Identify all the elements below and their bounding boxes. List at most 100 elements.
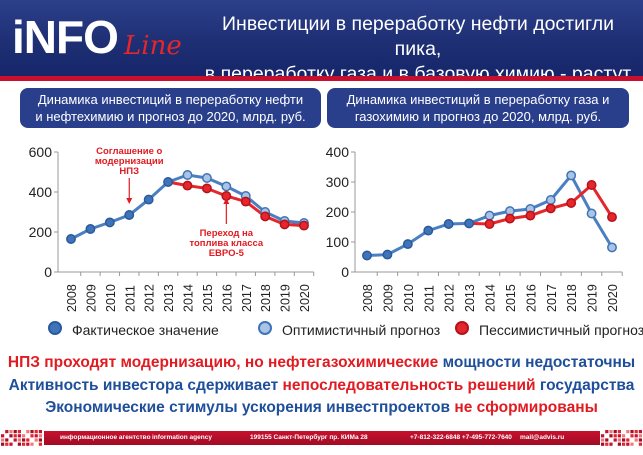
gas-y-tick-label-4: 400 xyxy=(326,144,350,160)
footer-left-cell-0-7 xyxy=(30,430,34,434)
oil-x-tick-label-10: 2018 xyxy=(259,284,273,312)
gas-x-tick-label-12: 2020 xyxy=(606,284,620,312)
gas-x-tick-label-5: 2013 xyxy=(463,284,477,312)
footer-left-cell-2-3 xyxy=(13,438,17,442)
footer-agency-ru: информационное агентство xyxy=(60,434,151,441)
oil-point-s2-1 xyxy=(182,180,193,191)
left-chart-title-line-1: Динамика инвестиций в переработку нефти xyxy=(37,92,304,107)
message-line-1-part-1: НПЗ проходят модернизацию, но xyxy=(7,354,268,371)
gas-x-tick-label-2: 2010 xyxy=(402,284,416,312)
footer-right-cell-3-2 xyxy=(609,442,613,446)
oil-series-line-0 xyxy=(70,180,170,241)
footer-right-cell-0-1 xyxy=(605,430,609,434)
footer-right-cell-0-2 xyxy=(609,430,613,434)
oil-point-s0-2 xyxy=(104,217,115,228)
footer-right-cell-3-7 xyxy=(630,442,634,446)
chart-legend: Фактическое значение Оптимистичный прогн… xyxy=(0,318,643,342)
message-line-1: НПЗ проходят модернизацию, но нефтегазох… xyxy=(0,353,643,373)
legend-label-fact: Фактическое значение xyxy=(72,322,219,338)
legend-label-pessimistic: Пессимистичный прогноз xyxy=(479,322,643,338)
gas-point-s0-5 xyxy=(464,218,475,229)
page-title-line-2: в переработку газа и в базовую химию - р… xyxy=(204,63,632,85)
gas-point-s2-4 xyxy=(545,203,556,214)
gas-x-tick-label-11: 2019 xyxy=(586,284,600,312)
footer-right-cell-2-3 xyxy=(613,438,617,442)
footer-right-cell-1-9 xyxy=(638,434,642,438)
page-title-line-1: Инвестиции в переработку нефти достигли … xyxy=(222,13,614,60)
legend-marker-fact xyxy=(48,321,62,335)
oil-annotation-1-arrowhead xyxy=(126,198,133,204)
footer-phones: +7-812-322-6848 +7-495-772-7640 xyxy=(410,434,512,441)
right-chart-title: Динамика инвестиций в переработку газа и… xyxy=(327,88,629,128)
footer-email[interactable]: mail@advis.ru xyxy=(520,434,565,441)
gas-x-tick-label-4: 2012 xyxy=(443,284,457,312)
footer-contact-bar: информационное агентство information age… xyxy=(44,431,600,445)
footer-right-cell-0-3 xyxy=(613,430,617,434)
footer-left-cell-3-5 xyxy=(22,442,26,446)
oil-x-tick-label-6: 2014 xyxy=(182,284,196,312)
gas-x-tick-label-7: 2015 xyxy=(504,284,518,312)
footer: информационное агентство information age… xyxy=(0,425,643,455)
footer-left-cell-2-0 xyxy=(1,438,5,442)
oil-x-tick-label-0: 2008 xyxy=(65,284,79,312)
header-divider xyxy=(0,76,643,81)
gas-x-tick-label-8: 2016 xyxy=(524,284,538,312)
footer-right-cell-2-6 xyxy=(626,438,630,442)
left-chart-title: Динамика инвестиций в переработку нефти … xyxy=(20,88,321,128)
oil-y-tick-label-0: 0 xyxy=(44,264,52,280)
footer-right-cell-2-5 xyxy=(622,438,626,442)
oil-annotation-2-line-1: топлива класса xyxy=(189,238,263,249)
legend-marker-optimistic xyxy=(258,321,272,335)
footer-left-cell-3-9 xyxy=(38,442,42,446)
gas-point-s2-5 xyxy=(566,198,577,208)
gas-point-s2-3 xyxy=(525,210,536,221)
oil-x-tick-label-5: 2013 xyxy=(162,284,176,312)
gas-point-s1-7 xyxy=(607,242,617,253)
footer-left-cell-0-9 xyxy=(38,430,42,434)
footer-pattern-left-icon xyxy=(1,430,42,446)
footer-right-cell-1-3 xyxy=(613,434,617,438)
oil-annotation-2-line-0: Переход на xyxy=(200,228,254,239)
oil-annotation-1-line-0: Соглашение о xyxy=(96,146,162,157)
footer-right-cell-3-5 xyxy=(622,442,626,446)
gas-point-s0-2 xyxy=(402,239,413,250)
footer-left-cell-2-1 xyxy=(5,438,9,442)
right-chart-title-line-2: газохимию и прогноз до 2020, млрд. руб. xyxy=(354,109,602,124)
message-line-1-part-2: нефтегазохимические xyxy=(267,354,439,371)
oil-x-tick-label-1: 2009 xyxy=(84,284,98,312)
oil-point-s2-4 xyxy=(240,196,251,207)
footer-right-cell-1-8 xyxy=(634,434,638,438)
footer-right-cell-2-8 xyxy=(634,438,638,442)
footer-right-cell-3-0 xyxy=(601,442,605,446)
footer-left-cell-1-0 xyxy=(1,434,5,438)
oil-point-s0-4 xyxy=(143,194,154,205)
message-line-2-part-3: государства xyxy=(535,377,635,394)
gas-point-s2-1 xyxy=(484,219,495,229)
message-line-2: Активность инвестора сдерживает непослед… xyxy=(0,376,643,396)
gas-point-s1-5 xyxy=(566,170,577,181)
footer-left-cell-1-7 xyxy=(30,434,34,438)
footer-right-cell-3-1 xyxy=(605,442,609,446)
footer-left-cell-2-5 xyxy=(22,438,26,442)
gas-x-tick-label-1: 2009 xyxy=(381,284,395,312)
footer-right-cell-0-6 xyxy=(626,430,630,434)
message-line-1-part-3: мощности недостаточны xyxy=(438,354,636,371)
gas-point-s0-4 xyxy=(443,219,454,229)
oil-point-s2-5 xyxy=(260,211,271,222)
legend-label-optimistic: Оптимистичный прогноз xyxy=(282,322,441,338)
message-line-3-part-1: Экономические стимулы ускорения инвестпр… xyxy=(45,399,455,416)
footer-left-cell-2-4 xyxy=(17,438,21,442)
header-banner: iNFO Line Инвестиции в переработку нефти… xyxy=(0,0,643,85)
footer-right-cell-3-6 xyxy=(626,442,630,446)
footer-right-cell-3-4 xyxy=(617,442,621,446)
footer-left-cell-1-2 xyxy=(9,434,13,438)
footer-right-cell-2-9 xyxy=(638,438,642,442)
footer-right-cell-1-0 xyxy=(601,434,605,438)
oil-point-s0-5 xyxy=(163,177,174,187)
oil-investment-chart: 0 200 400 600 2008 2009 2010 2011 2012 2013 2014 20… xyxy=(29,144,315,312)
logo-info-text: iNFO xyxy=(12,11,119,63)
oil-x-tick-label-11: 2019 xyxy=(279,284,293,312)
oil-y-tick-label-2: 400 xyxy=(29,184,53,200)
oil-annotation-1-line-1: модернизации xyxy=(95,156,164,167)
footer-left-cell-0-2 xyxy=(9,430,13,434)
